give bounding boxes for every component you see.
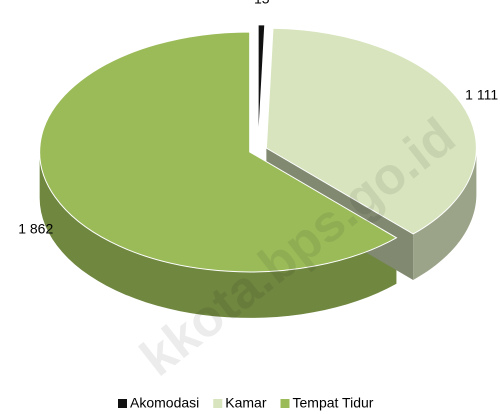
slice [265,27,477,235]
legend-label: Akomodasi [130,395,199,411]
slice [39,31,398,273]
data-label: 15 [254,0,270,7]
legend-swatch [280,399,290,408]
slice [257,24,266,145]
slices [39,24,477,318]
data-label: 1 862 [18,220,53,236]
legend-label: Kamar [225,395,267,411]
slice-side [39,151,397,318]
slice-side [413,148,477,280]
legend-label: Tempat Tidur [293,395,374,411]
data-label: 1 111 [465,86,498,102]
legend-swatch [213,399,223,408]
legend-swatch [118,399,127,408]
